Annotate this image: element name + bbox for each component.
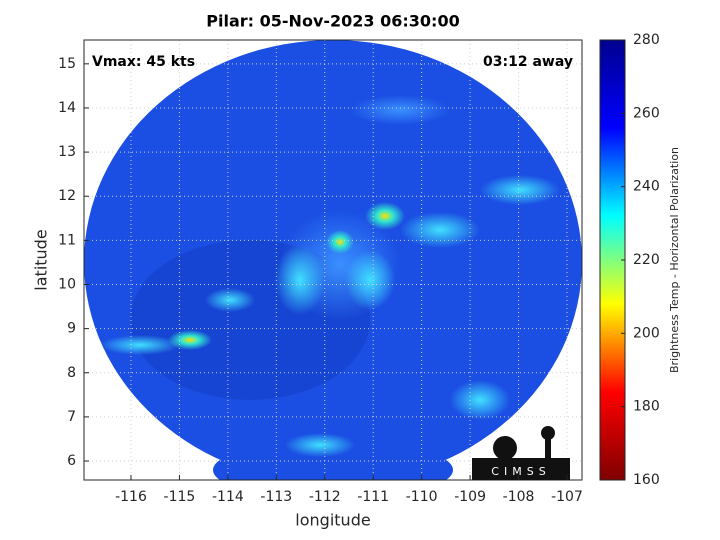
- x-tick-label: -116: [115, 489, 147, 505]
- y-tick-label: 7: [67, 409, 76, 425]
- x-tick-label: -110: [406, 489, 438, 505]
- y-tick-label: 14: [58, 100, 76, 116]
- y-tick-label: 12: [58, 188, 76, 204]
- x-tick-label: -111: [357, 489, 389, 505]
- colorbar-tick-label: 220: [633, 252, 660, 268]
- y-tick-label: 8: [67, 365, 76, 381]
- y-tick-label: 6: [67, 453, 76, 469]
- x-tick-label: -114: [212, 489, 244, 505]
- colorbar-tick-label: 180: [633, 399, 660, 415]
- annotation: 03:12 away: [483, 54, 573, 70]
- y-tick-label: 9: [67, 321, 76, 337]
- colorbar-label: Brightness Temp - Horizontal Polarizatio…: [668, 147, 681, 373]
- satellite-swath: [84, 40, 582, 480]
- x-axis-label: longitude: [295, 511, 370, 530]
- x-tick-label: -115: [164, 489, 196, 505]
- colorbar-tick-label: 200: [633, 325, 660, 341]
- y-tick-label: 15: [58, 56, 76, 72]
- colorbar-tick-label: 240: [633, 179, 660, 195]
- y-tick-label: 13: [58, 144, 76, 160]
- colorbar-tick-label: 260: [633, 105, 660, 121]
- chart-title: Pilar: 05-Nov-2023 06:30:00: [206, 12, 459, 31]
- annotation: Vmax: 45 kts: [92, 54, 195, 70]
- x-tick-label: -113: [260, 489, 292, 505]
- x-tick-label: -112: [309, 489, 341, 505]
- y-tick-label: 10: [58, 276, 76, 292]
- x-tick-label: -109: [454, 489, 486, 505]
- y-tick-label: 11: [58, 232, 76, 248]
- plot-frame: [83, 39, 583, 481]
- x-tick-label: -107: [551, 489, 583, 505]
- y-axis-label: latitude: [32, 229, 51, 290]
- colorbar-tick-label: 160: [633, 472, 660, 488]
- logo-text: CIMSS: [491, 465, 550, 478]
- colorbar-tick-label: 280: [633, 32, 660, 48]
- cimss-logo: [472, 419, 570, 480]
- x-tick-label: -108: [503, 489, 535, 505]
